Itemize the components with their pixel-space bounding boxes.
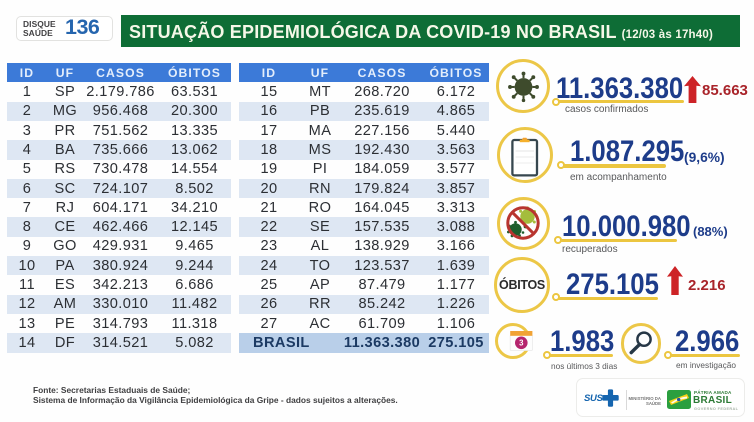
svg-text:3: 3 [519, 338, 524, 347]
